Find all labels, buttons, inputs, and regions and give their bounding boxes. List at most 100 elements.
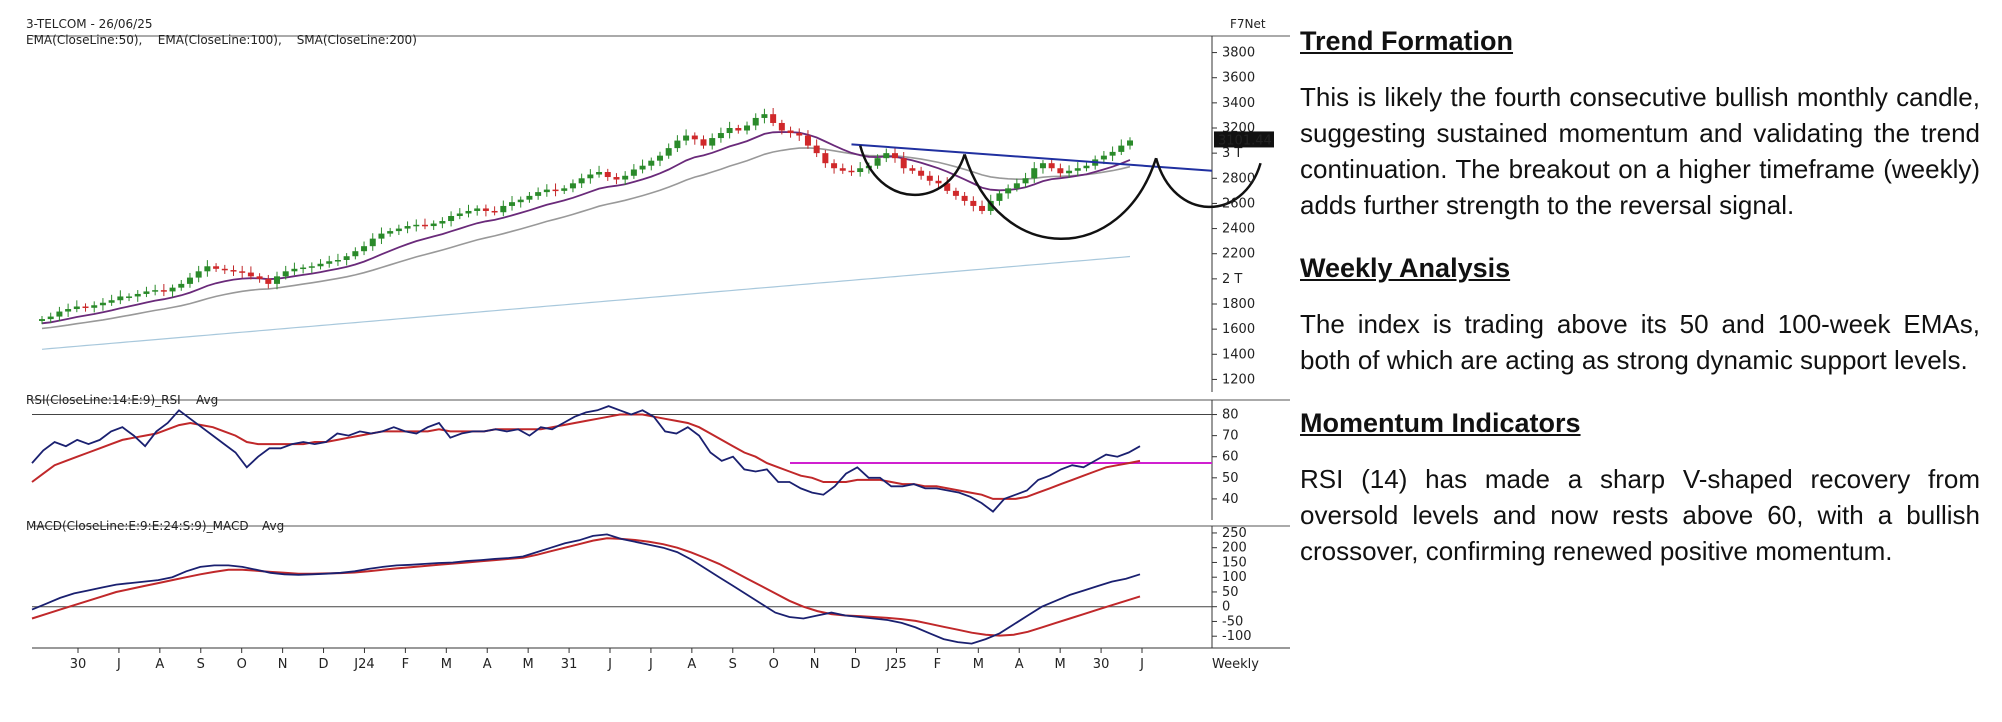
candle-body	[56, 311, 63, 317]
candle-body	[413, 224, 420, 227]
candle-body	[117, 296, 124, 301]
candle-body	[404, 226, 411, 229]
candle-body	[195, 271, 202, 278]
candle-body	[526, 195, 533, 200]
section-text: This is likely the fourth consecutive bu…	[1300, 82, 1980, 220]
indicator-legend-item: EMA(CloseLine:100),	[158, 33, 282, 47]
ema100-line	[41, 147, 1131, 330]
candle-body	[186, 277, 193, 284]
indicator-legend-item: EMA(CloseLine:50),	[26, 33, 142, 47]
candle-body	[996, 193, 1003, 201]
rsi-line	[31, 405, 1141, 513]
candle-body	[891, 153, 898, 159]
section-trend-formation: Trend Formation This is likely the fourt…	[1300, 26, 1980, 223]
candle-body	[831, 163, 838, 169]
candle-body	[804, 135, 811, 146]
section-momentum-indicators: Momentum Indicators RSI (14) has made a …	[1300, 408, 1980, 569]
x-tick-label: A	[1015, 657, 1024, 672]
y-tick-label: 100	[1222, 570, 1247, 585]
y-tick-label: 2800	[1222, 171, 1255, 186]
candle-body	[274, 276, 281, 284]
rsi-avg-label: Avg	[196, 393, 218, 407]
y-tick-label: 3 T	[1222, 146, 1242, 161]
y-tick-label: 150	[1222, 555, 1247, 570]
candle-body	[282, 271, 289, 277]
x-tick-label: 31	[561, 657, 578, 672]
candle-body	[744, 125, 751, 131]
candle-body	[152, 290, 159, 292]
candle-body	[622, 175, 629, 180]
candle-body	[65, 309, 72, 312]
candle-body	[509, 202, 516, 206]
x-tick-label: N	[278, 657, 288, 672]
candle-body	[848, 170, 855, 173]
candle-body	[421, 224, 428, 227]
candle-body	[387, 231, 394, 234]
candle-body	[970, 200, 977, 206]
y-tick-label: -100	[1222, 629, 1252, 644]
macd-avg-label: Avg	[262, 519, 284, 533]
indicator-legend-item: SMA(CloseLine:200)	[297, 33, 417, 47]
stock-chart: 3800 3600 3400 3200 3 T 2800 2600 2400 2200 2 T 18…	[26, 17, 1290, 672]
x-tick-label: S	[197, 657, 205, 672]
y-tick-label: 200	[1222, 541, 1247, 556]
candle-body	[857, 168, 864, 172]
x-tick-label: O	[237, 657, 247, 672]
candle-body	[1083, 165, 1090, 169]
chart-title: 3-TELCOM - 26/06/25	[26, 17, 153, 31]
candle-body	[691, 135, 698, 140]
x-tick-label: J	[1139, 657, 1144, 672]
x-axis-label: Weekly	[1212, 657, 1259, 672]
y-tick-label: 3400	[1222, 96, 1255, 111]
y-tick-label: 1200	[1222, 372, 1255, 387]
candle-body	[700, 139, 707, 146]
section-heading: Weekly Analysis	[1300, 253, 1511, 283]
x-tick-label: M	[1055, 657, 1066, 672]
candle-body	[291, 268, 298, 272]
candle-body	[448, 216, 455, 222]
x-tick-label: A	[155, 657, 164, 672]
x-tick-label: N	[810, 657, 820, 672]
candle-body	[822, 153, 829, 164]
candle-body	[1127, 140, 1133, 146]
last-price-label: 3101.44	[1218, 133, 1272, 148]
x-tick-label: S	[729, 657, 737, 672]
candle-body	[874, 158, 881, 166]
candle-body	[1118, 145, 1125, 152]
candle-body	[630, 169, 637, 176]
candle-body	[169, 287, 176, 292]
y-tick-label: 1800	[1222, 297, 1255, 312]
candle-body	[369, 238, 376, 247]
candle-body	[944, 183, 951, 191]
x-tick-label: M	[523, 657, 534, 672]
candle-body	[361, 246, 368, 252]
candle-body	[378, 233, 385, 239]
section-text: The index is trading above its 50 and 10…	[1300, 309, 1980, 375]
candle-body	[918, 170, 925, 176]
candle-body	[82, 306, 89, 309]
candle-body	[334, 260, 341, 262]
candle-body	[987, 200, 994, 211]
candle-body	[265, 278, 272, 284]
macd-line	[31, 533, 1141, 645]
left-shoulder-arc	[858, 145, 966, 197]
candle-body	[247, 272, 254, 277]
candle-body	[535, 192, 542, 196]
candle-body	[735, 128, 742, 131]
candle-body	[517, 199, 524, 203]
candle-body	[134, 293, 141, 297]
candle-body	[587, 174, 594, 179]
candle-body	[430, 223, 437, 227]
candle-body	[839, 168, 846, 171]
candle-body	[178, 283, 185, 288]
y-tick-label: 0	[1222, 600, 1230, 615]
candle-body	[300, 267, 307, 270]
candle-body	[552, 189, 559, 192]
section-heading: Trend Formation	[1300, 26, 1514, 56]
x-tick-label: F	[402, 657, 409, 672]
macd-title: MACD(CloseLine:E:9:E:24:S:9)_MACD	[26, 519, 249, 533]
candle-body	[474, 208, 481, 211]
candle-body	[752, 117, 759, 126]
candle-body	[352, 251, 359, 257]
x-tick-label: J	[607, 657, 612, 672]
